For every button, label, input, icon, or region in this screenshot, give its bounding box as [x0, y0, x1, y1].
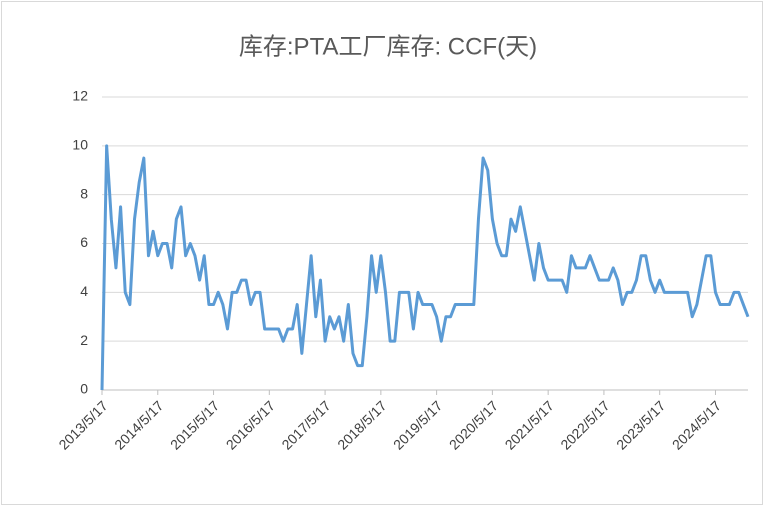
- y-tick-label: 4: [80, 283, 88, 299]
- y-tick-label: 12: [72, 88, 88, 104]
- chart-title: 库存:PTA工厂库存: CCF(天): [239, 33, 537, 60]
- y-tick-label: 8: [80, 185, 88, 201]
- y-tick-label: 2: [80, 332, 88, 348]
- y-tick-label: 0: [80, 381, 88, 397]
- line-series: [100, 144, 750, 391]
- y-tick-label: 10: [72, 137, 88, 153]
- y-tick-label: 6: [80, 234, 88, 250]
